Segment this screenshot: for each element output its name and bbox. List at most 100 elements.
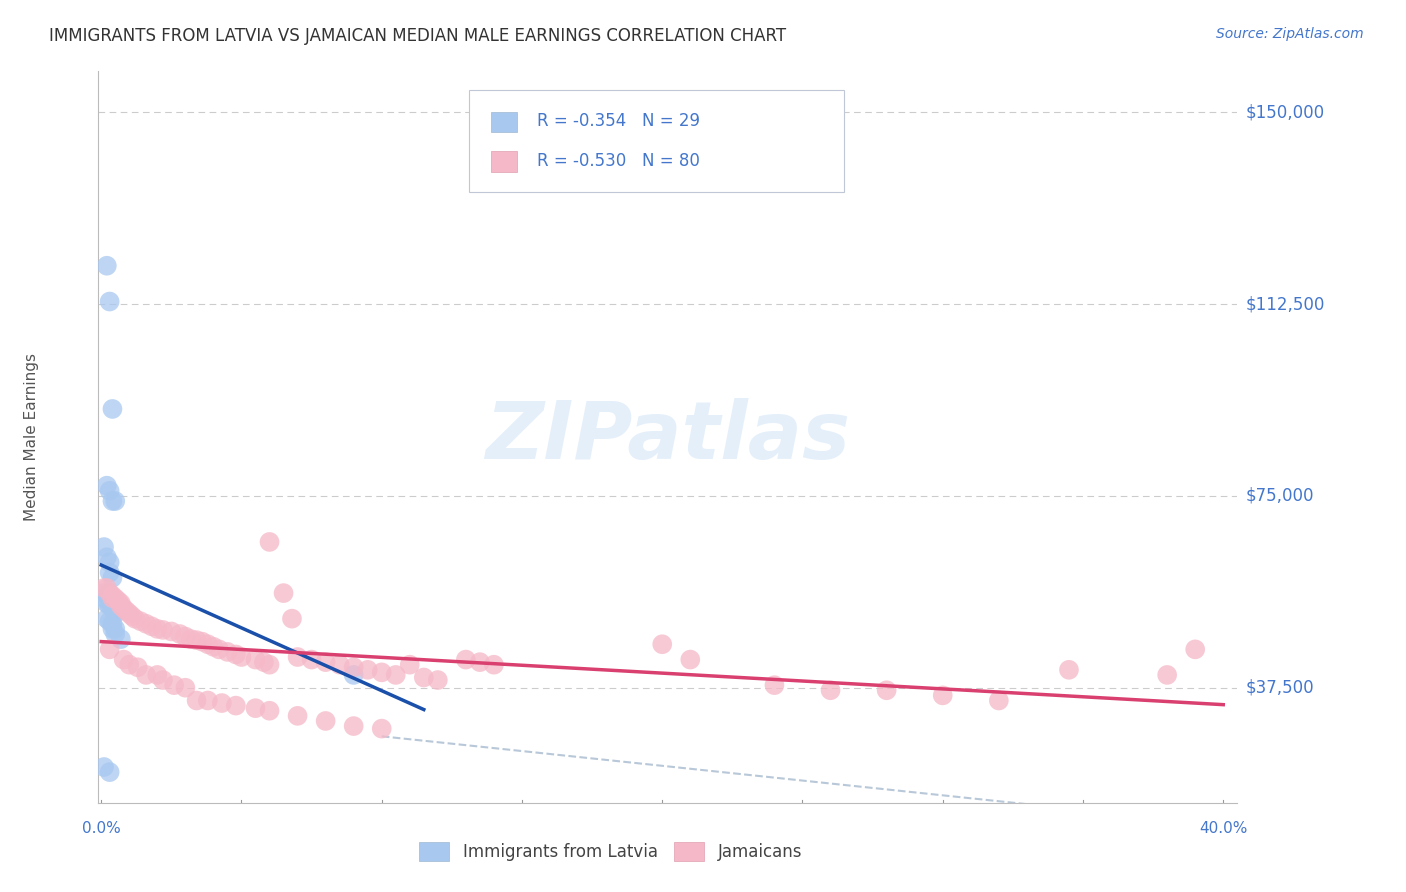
Point bbox=[98, 566, 121, 580]
Point bbox=[384, 668, 406, 682]
Point bbox=[104, 494, 127, 508]
Point bbox=[211, 696, 233, 710]
Text: $37,500: $37,500 bbox=[1246, 679, 1315, 697]
Point bbox=[110, 599, 132, 613]
Text: R = -0.354   N = 29: R = -0.354 N = 29 bbox=[537, 112, 700, 130]
Bar bbox=[491, 152, 517, 171]
Point bbox=[101, 591, 124, 606]
Point bbox=[287, 709, 309, 723]
Point bbox=[104, 604, 127, 618]
Point bbox=[343, 660, 366, 674]
Point bbox=[127, 660, 149, 674]
Point bbox=[197, 693, 219, 707]
Point bbox=[820, 683, 842, 698]
Point bbox=[426, 673, 449, 687]
Point bbox=[259, 704, 281, 718]
Point bbox=[245, 652, 267, 666]
Point bbox=[101, 494, 124, 508]
Text: R = -0.530   N = 80: R = -0.530 N = 80 bbox=[537, 152, 700, 169]
Point bbox=[174, 681, 197, 695]
Point bbox=[93, 586, 115, 600]
Point bbox=[93, 760, 115, 774]
Point bbox=[281, 612, 304, 626]
Point bbox=[115, 604, 138, 618]
Point bbox=[96, 581, 118, 595]
Point bbox=[245, 701, 267, 715]
Point bbox=[93, 540, 115, 554]
Point bbox=[101, 401, 124, 416]
Point bbox=[191, 634, 214, 648]
Point bbox=[679, 652, 702, 666]
Point bbox=[398, 657, 420, 672]
Point bbox=[96, 612, 118, 626]
Text: $112,500: $112,500 bbox=[1246, 295, 1324, 313]
Point bbox=[301, 652, 323, 666]
Text: $150,000: $150,000 bbox=[1246, 103, 1324, 121]
Point bbox=[104, 591, 127, 606]
Point bbox=[96, 596, 118, 610]
Point bbox=[118, 607, 141, 621]
Point bbox=[763, 678, 786, 692]
Point bbox=[124, 612, 146, 626]
Point bbox=[343, 668, 366, 682]
Point bbox=[412, 671, 434, 685]
Point bbox=[93, 591, 115, 606]
Text: Source: ZipAtlas.com: Source: ZipAtlas.com bbox=[1216, 27, 1364, 41]
Point bbox=[98, 599, 121, 613]
Point bbox=[121, 609, 143, 624]
Text: 40.0%: 40.0% bbox=[1199, 821, 1247, 836]
Point bbox=[253, 655, 276, 669]
Point bbox=[468, 655, 491, 669]
Point bbox=[98, 586, 121, 600]
Point bbox=[118, 657, 141, 672]
Point bbox=[1156, 668, 1178, 682]
Point bbox=[315, 714, 337, 728]
Point bbox=[1184, 642, 1206, 657]
Point bbox=[225, 698, 247, 713]
Point bbox=[987, 693, 1010, 707]
Text: 0.0%: 0.0% bbox=[82, 821, 121, 836]
Point bbox=[225, 648, 247, 662]
Point bbox=[259, 535, 281, 549]
Point bbox=[112, 652, 135, 666]
Point bbox=[135, 616, 157, 631]
Point bbox=[101, 589, 124, 603]
Point bbox=[160, 624, 183, 639]
Point bbox=[101, 622, 124, 636]
Point bbox=[197, 637, 219, 651]
Point bbox=[98, 765, 121, 780]
Point bbox=[96, 259, 118, 273]
Point bbox=[287, 650, 309, 665]
Point bbox=[454, 652, 477, 666]
Point bbox=[98, 294, 121, 309]
Point bbox=[273, 586, 295, 600]
Point bbox=[343, 719, 366, 733]
Point bbox=[101, 601, 124, 615]
Point bbox=[135, 668, 157, 682]
Point bbox=[110, 632, 132, 647]
Point bbox=[101, 616, 124, 631]
Point bbox=[129, 614, 152, 628]
Point bbox=[186, 693, 208, 707]
Point bbox=[146, 622, 169, 636]
FancyBboxPatch shape bbox=[468, 90, 845, 192]
Point bbox=[98, 483, 121, 498]
Text: ZIPatlas: ZIPatlas bbox=[485, 398, 851, 476]
Point bbox=[110, 596, 132, 610]
Point bbox=[146, 668, 169, 682]
Point bbox=[371, 665, 394, 680]
Point bbox=[101, 571, 124, 585]
Point bbox=[186, 633, 208, 648]
Text: IMMIGRANTS FROM LATVIA VS JAMAICAN MEDIAN MALE EARNINGS CORRELATION CHART: IMMIGRANTS FROM LATVIA VS JAMAICAN MEDIA… bbox=[49, 27, 786, 45]
Point bbox=[231, 650, 253, 665]
Point bbox=[217, 645, 239, 659]
Point bbox=[315, 655, 337, 669]
Bar bbox=[491, 112, 517, 132]
Point bbox=[152, 673, 174, 687]
Point bbox=[932, 689, 955, 703]
Point bbox=[174, 630, 197, 644]
Text: $75,000: $75,000 bbox=[1246, 487, 1315, 505]
Point bbox=[180, 632, 202, 647]
Point bbox=[169, 627, 191, 641]
Point bbox=[96, 478, 118, 492]
